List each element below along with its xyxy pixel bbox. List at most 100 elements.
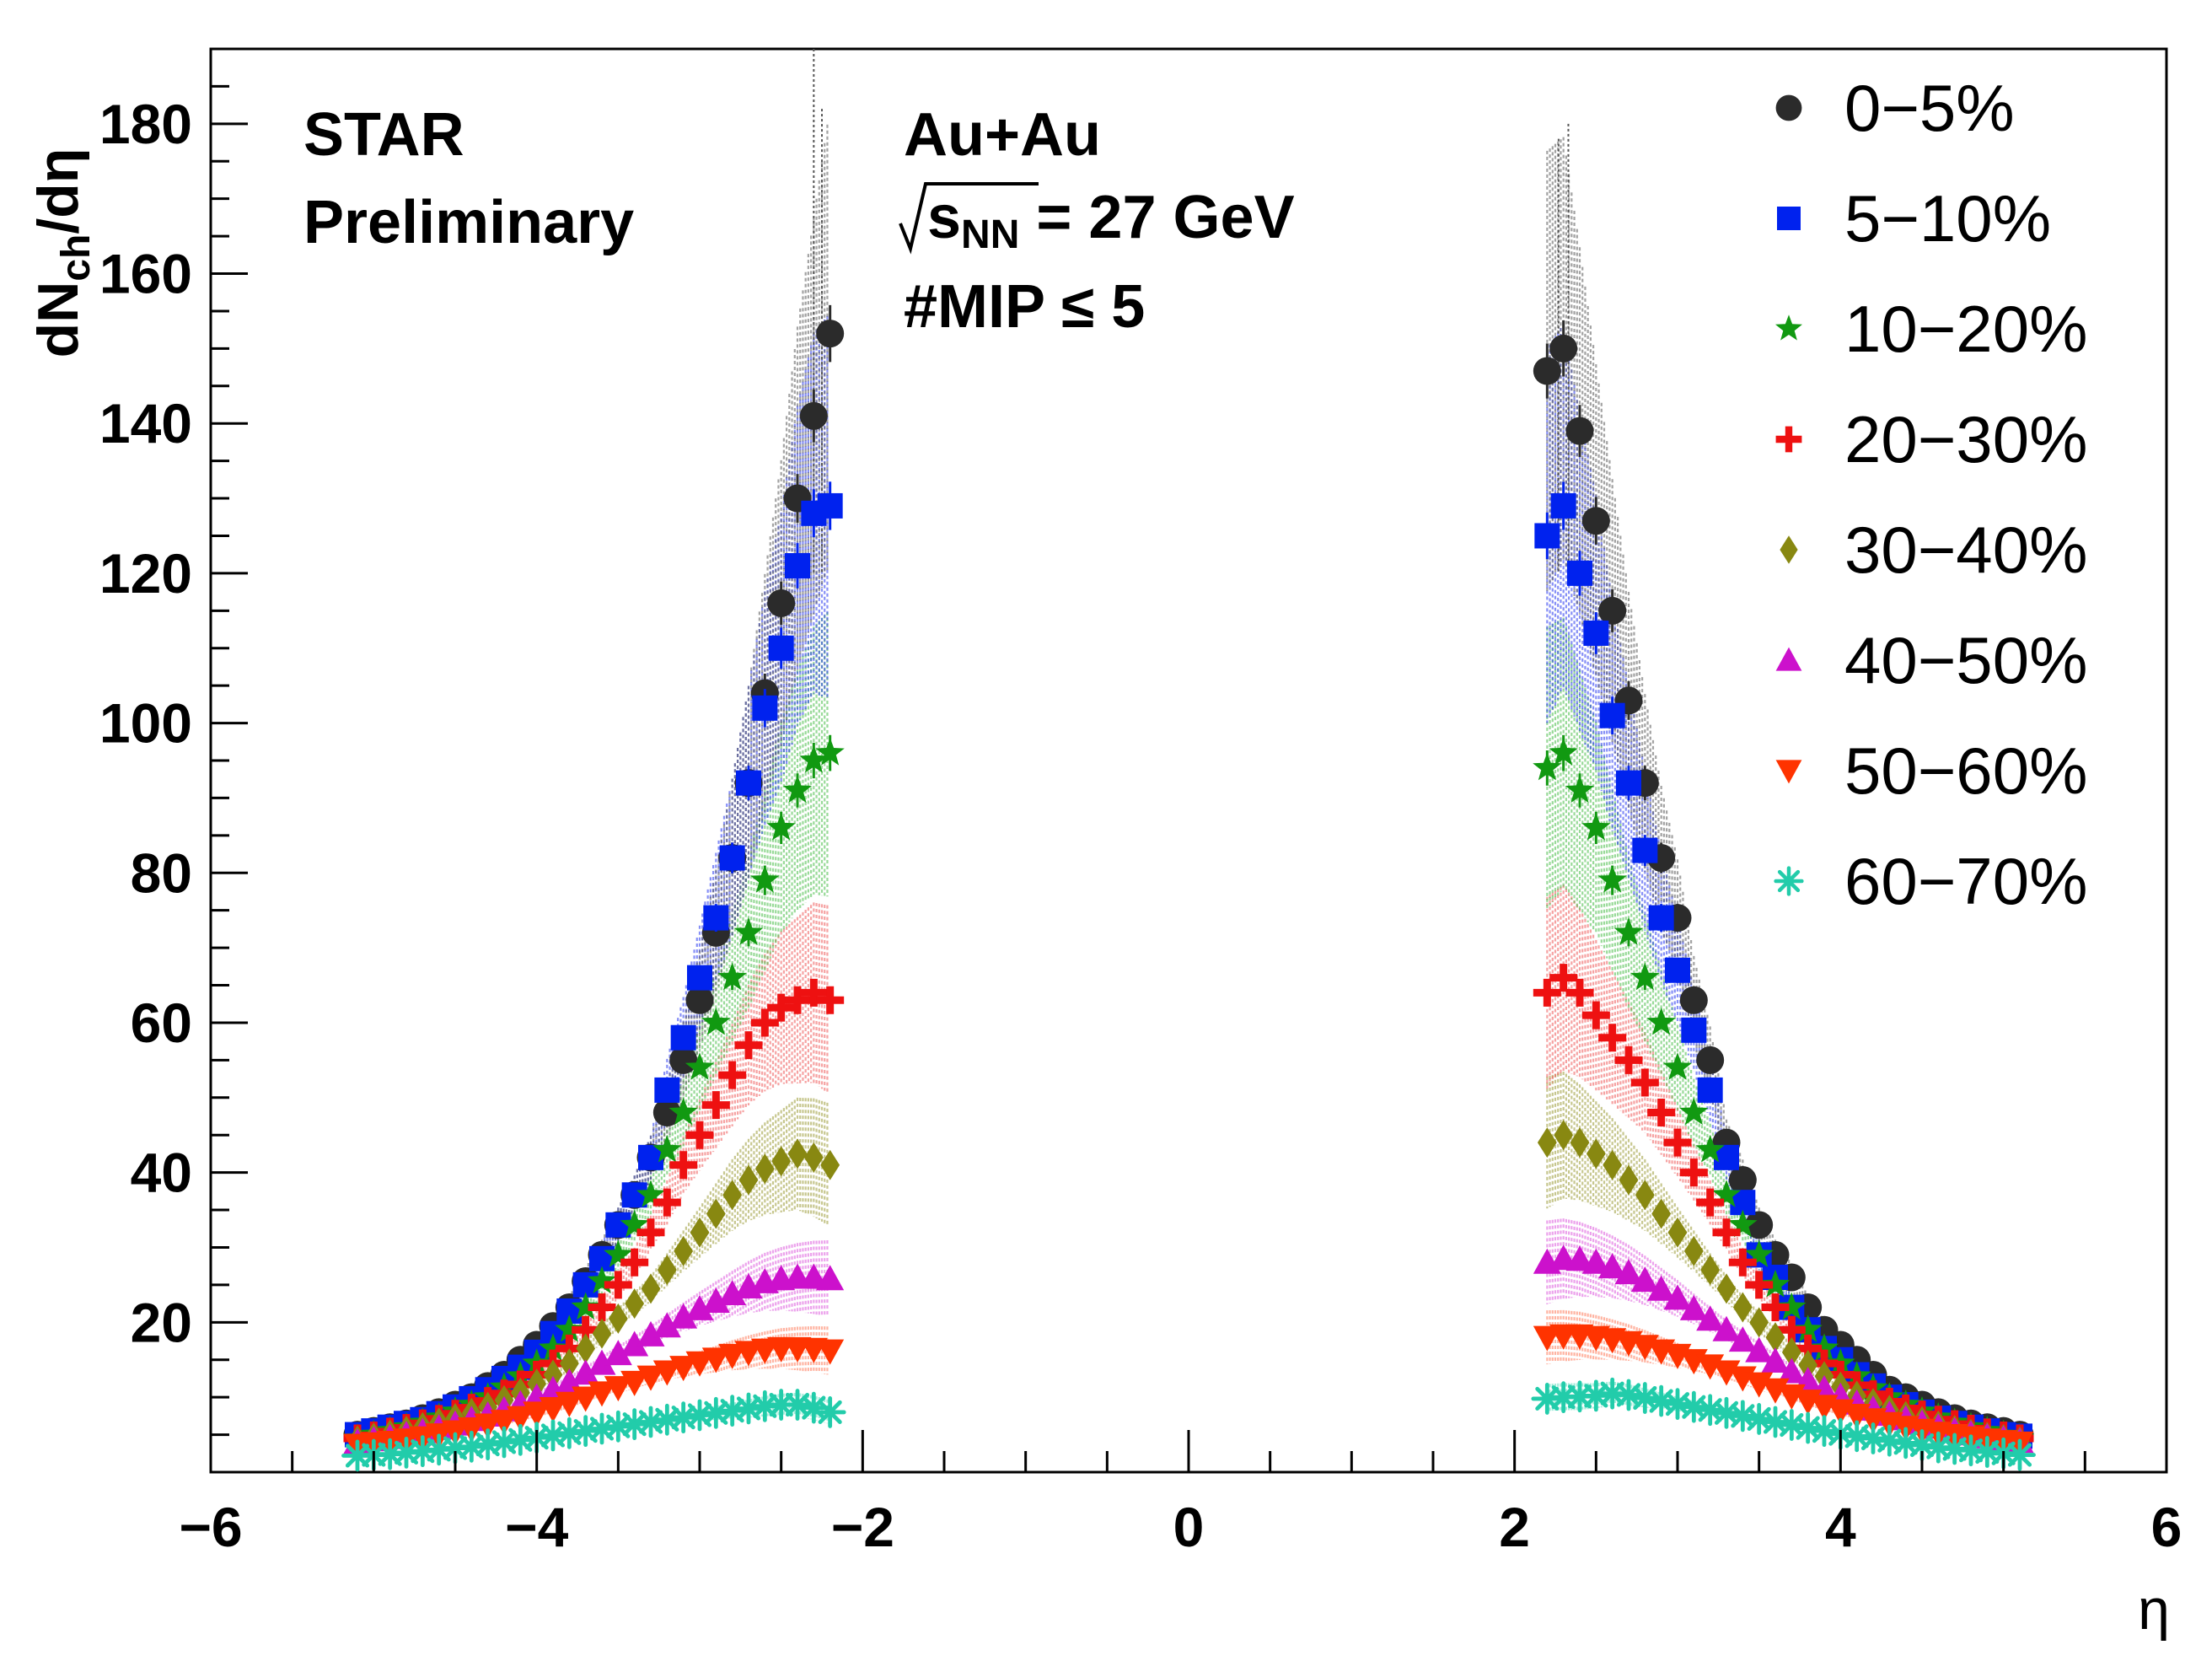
data-point — [588, 1381, 616, 1407]
legend-label: 0−5% — [1844, 71, 2015, 145]
data-point — [1696, 1046, 1725, 1074]
data-point — [406, 1435, 439, 1468]
data-point — [1630, 1068, 1659, 1097]
data-point — [1648, 905, 1674, 931]
status-label: Preliminary — [303, 189, 634, 256]
y-axis-title: dNch/dη — [26, 148, 99, 358]
data-point — [1781, 1336, 1801, 1368]
legend-entry: 0−5% — [1775, 71, 2015, 145]
legend-marker — [1777, 207, 1801, 230]
legend-entry: 60−70% — [1774, 844, 2087, 918]
legend-label: 20−30% — [1844, 402, 2087, 476]
data-point — [768, 635, 794, 661]
y-tick-label: 160 — [99, 243, 192, 305]
data-point — [738, 1164, 759, 1196]
series-2 — [345, 481, 2032, 1449]
data-point — [571, 1292, 600, 1320]
data-point — [703, 905, 729, 931]
data-point — [1565, 1245, 1594, 1271]
data-point — [1681, 1017, 1707, 1043]
y-tick-label: 80 — [131, 841, 192, 904]
data-point — [504, 1423, 537, 1456]
data-point — [652, 1188, 681, 1217]
data-point — [641, 1273, 661, 1304]
data-point — [604, 1271, 632, 1299]
data-point — [799, 401, 828, 430]
data-point — [474, 1413, 502, 1439]
data-point — [1761, 1293, 1790, 1322]
data-point — [1749, 1307, 1769, 1338]
energy-text: sNN = 27 GeV — [927, 184, 1295, 257]
legend-marker — [1775, 426, 1802, 453]
data-point — [1534, 523, 1560, 549]
energy-label: sNN = 27 GeV — [899, 182, 1295, 257]
data-point — [734, 1341, 763, 1367]
data-point — [816, 320, 845, 348]
data-point — [1777, 1357, 1806, 1384]
data-point — [1581, 1001, 1610, 1029]
data-point — [604, 1340, 632, 1366]
data-point — [1565, 978, 1594, 1007]
data-point — [1791, 1411, 1824, 1444]
mip-cut-label: #MIP ≤ 5 — [904, 273, 1145, 341]
data-point — [1662, 1388, 1694, 1421]
data-point — [1678, 1390, 1710, 1423]
data-point — [1554, 1120, 1574, 1151]
data-point — [652, 1135, 682, 1163]
data-point — [1711, 1180, 1742, 1207]
data-point — [750, 1008, 779, 1037]
data-point — [625, 1288, 645, 1320]
data-point — [1597, 865, 1627, 893]
data-point — [799, 978, 828, 1007]
data-point — [506, 1406, 534, 1432]
data-point — [816, 1339, 845, 1365]
data-point — [1613, 917, 1644, 945]
x-axis-title: η — [2138, 1578, 2170, 1642]
legend-marker — [1774, 866, 1804, 896]
legend-marker — [1775, 94, 1802, 121]
data-point — [1651, 1198, 1672, 1229]
data-point — [636, 1365, 665, 1391]
legend-label: 40−50% — [1844, 623, 2087, 697]
data-point — [685, 1294, 714, 1320]
data-point — [588, 1349, 616, 1375]
data-point — [1744, 1239, 1774, 1267]
data-point — [1765, 1322, 1785, 1353]
data-point — [766, 813, 796, 841]
data-point — [1565, 417, 1594, 445]
data-point — [767, 993, 796, 1022]
data-point — [669, 1356, 698, 1382]
data-point — [669, 1046, 698, 1074]
data-point — [1583, 620, 1609, 646]
legend: 0−5% 5−10% 10−20% 20−30% 30−40% 40−50% 50−60% 6… — [1774, 71, 2087, 918]
data-point — [1533, 357, 1561, 385]
data-point — [782, 775, 813, 804]
data-point — [787, 1138, 808, 1169]
data-point — [717, 962, 747, 991]
data-point — [1728, 1326, 1757, 1352]
data-point — [674, 1235, 694, 1266]
series-8 — [341, 1377, 2036, 1472]
x-tick-label: −2 — [831, 1496, 894, 1558]
data-point — [783, 986, 812, 1014]
data-point — [668, 1097, 698, 1126]
data-point — [652, 1360, 681, 1386]
data-point — [1712, 1315, 1741, 1341]
x-tick-label: 0 — [1173, 1496, 1205, 1558]
data-point — [685, 1351, 714, 1377]
data-point — [1665, 957, 1690, 983]
data-point — [576, 1333, 596, 1364]
data-point — [620, 1330, 649, 1357]
data-point — [701, 1007, 731, 1035]
data-point — [1793, 1314, 1823, 1342]
data-point — [785, 553, 810, 579]
data-point — [799, 745, 829, 773]
data-point — [1619, 1164, 1639, 1196]
data-point — [701, 1091, 730, 1120]
data-point — [620, 1209, 649, 1238]
data-point — [1696, 1188, 1725, 1217]
data-point — [1635, 1180, 1655, 1211]
data-point — [1598, 596, 1627, 625]
data-point — [718, 1343, 747, 1369]
